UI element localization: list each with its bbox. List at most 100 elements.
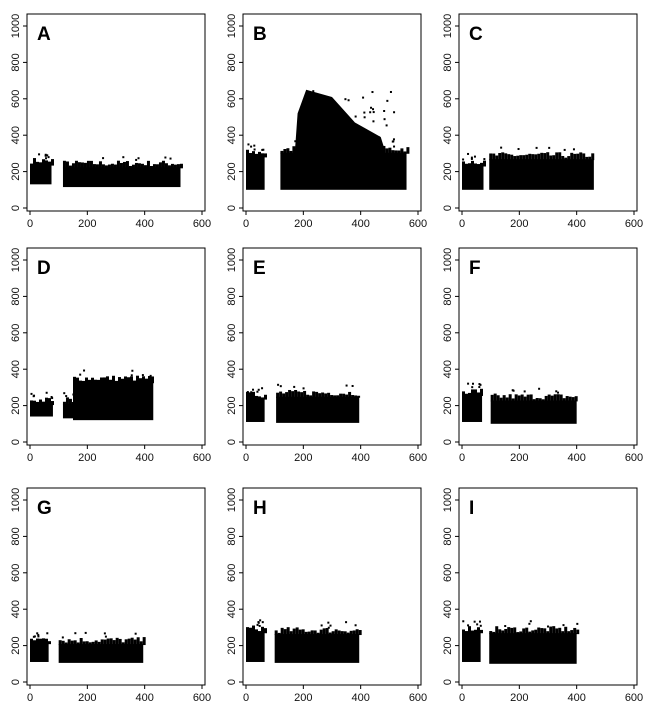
point-edge [33, 158, 36, 166]
point-edge [45, 638, 48, 645]
point-edge [507, 154, 511, 161]
point-edge [511, 398, 515, 402]
point-edge [170, 163, 174, 169]
point-edge [36, 401, 39, 406]
point-edge [80, 162, 84, 169]
panel-label: A [37, 24, 51, 45]
point-edge [94, 640, 98, 646]
point-edge [51, 159, 54, 166]
point-edge [283, 629, 287, 636]
point-edge [550, 395, 554, 402]
point [46, 632, 49, 635]
point-edge [261, 397, 264, 400]
point-edge [85, 641, 89, 646]
point [253, 148, 256, 151]
point [369, 111, 372, 114]
point [327, 621, 330, 624]
y-tick-label: 1000 [226, 14, 238, 38]
point-edge [288, 389, 292, 398]
point-edge [286, 148, 290, 154]
point-edge [101, 164, 105, 169]
panel-b: B 0 200 400 600 0 200 400 600 800 1000 [226, 13, 427, 230]
point-edge [541, 399, 545, 402]
point-edge [501, 152, 505, 161]
point-edge [525, 154, 529, 161]
x-tick-label: 200 [294, 452, 312, 464]
point [385, 124, 388, 127]
x-tick-label: 400 [567, 452, 585, 464]
point-edge [264, 394, 267, 400]
point-edge [36, 638, 39, 645]
point-edge [127, 377, 130, 384]
point-edge [285, 392, 289, 398]
point-edge [313, 630, 317, 636]
point-edge [100, 639, 104, 646]
point-edge [249, 153, 252, 158]
point [363, 111, 366, 114]
x-tick-label: 600 [409, 218, 427, 230]
point [65, 395, 68, 398]
point-edge [100, 377, 103, 384]
point-edge [139, 641, 143, 646]
point [262, 148, 265, 151]
point-edge [76, 377, 79, 384]
x-tick-label: 600 [193, 692, 211, 704]
point-edge [507, 627, 511, 635]
point-edge [318, 393, 322, 398]
point-edge [140, 163, 144, 169]
point [141, 374, 144, 377]
y-tick-label: 0 [226, 439, 238, 445]
point-edge [471, 160, 474, 167]
point [354, 115, 357, 118]
y-tick-label: 800 [10, 53, 22, 71]
y-tick-label: 800 [10, 287, 22, 305]
point-edge [564, 157, 568, 161]
point [471, 386, 474, 389]
point-edge [585, 156, 589, 161]
point-edge [255, 153, 258, 158]
point-edge [85, 377, 88, 384]
point-edge [86, 160, 90, 169]
point-edge [246, 391, 249, 400]
point-edge [316, 632, 320, 636]
point-edge [505, 397, 509, 402]
panel-label: F [469, 258, 481, 279]
point-edge [523, 396, 527, 402]
point-edge [252, 151, 255, 158]
plot-frame [242, 247, 422, 446]
point [104, 635, 107, 638]
point-edge [79, 638, 83, 646]
point [261, 621, 264, 624]
point [467, 382, 470, 385]
y-tick-label: 0 [10, 679, 22, 685]
point-edge [279, 391, 283, 398]
point-edge [477, 164, 480, 167]
point [547, 625, 550, 628]
point-edge [95, 164, 99, 169]
point-edge [82, 380, 85, 384]
point-edge [133, 639, 137, 646]
point-edge [155, 164, 159, 169]
point-edge [315, 391, 319, 398]
point-cluster [462, 394, 483, 422]
point-edge [517, 395, 521, 402]
point-edge [306, 394, 310, 398]
point-edge [68, 165, 72, 169]
point-edge [531, 154, 535, 161]
y-tick-label: 200 [226, 636, 238, 654]
plot-frame [26, 13, 206, 212]
point-edge [142, 637, 146, 646]
point-edge [501, 630, 505, 635]
point-edge [131, 164, 135, 169]
point-edge [76, 642, 80, 646]
panel-label: D [37, 258, 51, 279]
point [36, 632, 39, 635]
point-edge [561, 155, 565, 161]
point-edge [498, 629, 502, 635]
point [345, 384, 348, 387]
point-edge [79, 380, 82, 384]
point-edge [496, 395, 500, 402]
point [363, 116, 366, 119]
point-cluster [489, 633, 577, 664]
point [479, 383, 482, 386]
